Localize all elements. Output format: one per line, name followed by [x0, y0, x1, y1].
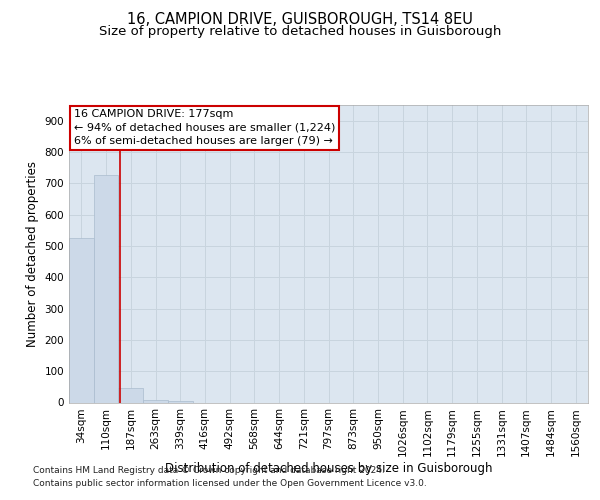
Text: 16 CAMPION DRIVE: 177sqm
← 94% of detached houses are smaller (1,224)
6% of semi: 16 CAMPION DRIVE: 177sqm ← 94% of detach… — [74, 110, 335, 146]
X-axis label: Distribution of detached houses by size in Guisborough: Distribution of detached houses by size … — [165, 462, 492, 474]
Bar — [168, 401, 193, 402]
Text: Contains public sector information licensed under the Open Government Licence v3: Contains public sector information licen… — [33, 478, 427, 488]
Bar — [69, 238, 94, 402]
Bar — [143, 400, 168, 402]
Text: Contains HM Land Registry data © Crown copyright and database right 2024.: Contains HM Land Registry data © Crown c… — [33, 466, 385, 475]
Text: Size of property relative to detached houses in Guisborough: Size of property relative to detached ho… — [99, 25, 501, 38]
Text: 16, CAMPION DRIVE, GUISBOROUGH, TS14 8EU: 16, CAMPION DRIVE, GUISBOROUGH, TS14 8EU — [127, 12, 473, 28]
Y-axis label: Number of detached properties: Number of detached properties — [26, 161, 39, 347]
Bar — [94, 176, 118, 402]
Bar — [118, 388, 143, 402]
